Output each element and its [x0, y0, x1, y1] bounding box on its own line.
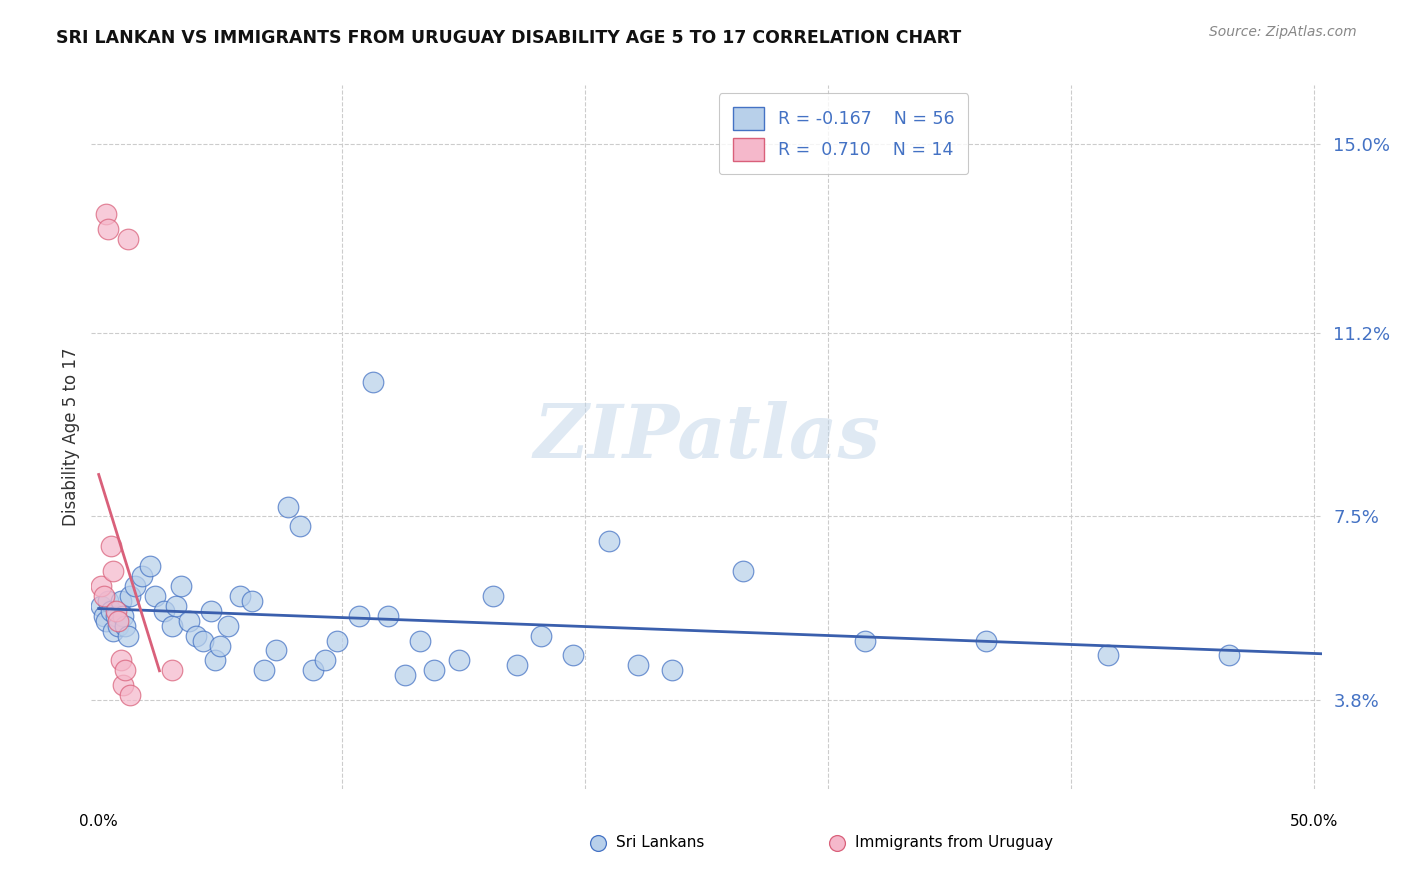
Point — [377, 608, 399, 623]
Y-axis label: Disability Age 5 to 17: Disability Age 5 to 17 — [62, 348, 80, 526]
Point — [598, 534, 620, 549]
Point — [160, 618, 183, 632]
Point — [107, 618, 129, 632]
Text: 50.0%: 50.0% — [1291, 814, 1339, 830]
Point — [228, 589, 250, 603]
Point — [326, 633, 349, 648]
Point — [114, 663, 136, 677]
Point — [314, 653, 336, 667]
Point — [111, 678, 134, 692]
Point — [217, 618, 239, 632]
Point — [530, 629, 553, 643]
Point — [447, 653, 470, 667]
Point — [661, 663, 683, 677]
Point — [240, 594, 263, 608]
Point — [853, 633, 876, 648]
Point — [110, 653, 132, 667]
Point — [111, 608, 134, 623]
Point — [253, 663, 276, 677]
Point — [104, 604, 127, 618]
Point — [107, 614, 129, 628]
Point — [103, 624, 125, 638]
Point — [1218, 648, 1240, 663]
Point — [90, 579, 112, 593]
Text: SRI LANKAN VS IMMIGRANTS FROM URUGUAY DISABILITY AGE 5 TO 17 CORRELATION CHART: SRI LANKAN VS IMMIGRANTS FROM URUGUAY DI… — [56, 29, 962, 46]
Point — [131, 569, 153, 583]
Point — [93, 608, 115, 623]
Point — [408, 633, 430, 648]
Point — [124, 579, 146, 593]
Point — [143, 589, 166, 603]
Point — [97, 594, 120, 608]
Point — [100, 539, 122, 553]
Point — [974, 633, 997, 648]
Point — [170, 579, 193, 593]
Point — [290, 519, 312, 533]
Point — [347, 608, 370, 623]
Point — [200, 604, 222, 618]
Point — [209, 639, 232, 653]
Text: Immigrants from Uruguay: Immigrants from Uruguay — [855, 836, 1053, 850]
Point — [506, 658, 529, 673]
Point — [363, 376, 385, 390]
Point — [193, 633, 215, 648]
Point — [160, 663, 183, 677]
Point — [627, 658, 650, 673]
Point — [481, 589, 503, 603]
Point — [204, 653, 226, 667]
Point — [110, 594, 132, 608]
Point — [423, 663, 446, 677]
Text: 0.0%: 0.0% — [79, 814, 118, 830]
Point — [104, 608, 127, 623]
Legend: R = -0.167    N = 56, R =  0.710    N = 14: R = -0.167 N = 56, R = 0.710 N = 14 — [718, 94, 969, 175]
Point — [117, 629, 139, 643]
Point — [184, 629, 207, 643]
Text: Sri Lankans: Sri Lankans — [616, 836, 704, 850]
Point — [93, 589, 115, 603]
Point — [153, 604, 176, 618]
Point — [90, 599, 112, 613]
Point — [94, 614, 117, 628]
Point — [117, 231, 139, 245]
Point — [301, 663, 323, 677]
Point — [277, 500, 299, 514]
Point — [394, 668, 416, 682]
Point — [561, 648, 583, 663]
Text: Source: ZipAtlas.com: Source: ZipAtlas.com — [1209, 25, 1357, 39]
Text: ZIPatlas: ZIPatlas — [533, 401, 880, 474]
Point — [120, 589, 142, 603]
Point — [177, 614, 200, 628]
Point — [120, 688, 142, 702]
Point — [103, 564, 125, 578]
Point — [1121, 608, 1143, 623]
Point — [97, 221, 120, 235]
Point — [166, 599, 188, 613]
Point — [139, 559, 162, 574]
Point — [1097, 648, 1119, 663]
Point — [731, 564, 754, 578]
Point — [264, 643, 287, 657]
Point — [94, 207, 117, 221]
Point — [100, 604, 122, 618]
Point — [114, 618, 136, 632]
